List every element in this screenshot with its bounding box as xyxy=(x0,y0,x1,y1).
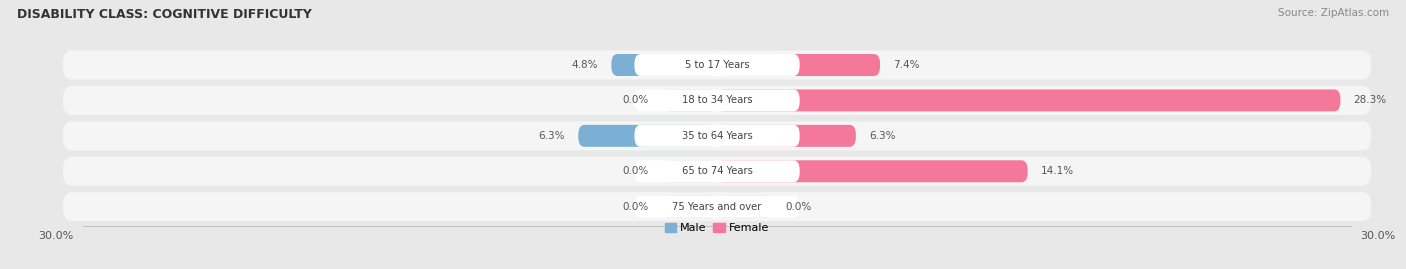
Text: 0.0%: 0.0% xyxy=(623,95,648,105)
FancyBboxPatch shape xyxy=(717,90,1340,111)
Text: 65 to 74 Years: 65 to 74 Years xyxy=(682,166,752,176)
FancyBboxPatch shape xyxy=(634,90,800,111)
Text: 0.0%: 0.0% xyxy=(786,202,811,212)
Text: DISABILITY CLASS: COGNITIVE DIFFICULTY: DISABILITY CLASS: COGNITIVE DIFFICULTY xyxy=(17,8,312,21)
FancyBboxPatch shape xyxy=(63,192,1371,221)
Text: 0.0%: 0.0% xyxy=(623,166,648,176)
Text: 18 to 34 Years: 18 to 34 Years xyxy=(682,95,752,105)
FancyBboxPatch shape xyxy=(63,157,1371,186)
FancyBboxPatch shape xyxy=(63,51,1371,80)
FancyBboxPatch shape xyxy=(662,90,717,111)
Legend: Male, Female: Male, Female xyxy=(661,219,773,238)
Text: 6.3%: 6.3% xyxy=(869,131,896,141)
FancyBboxPatch shape xyxy=(717,125,856,147)
Text: 7.4%: 7.4% xyxy=(893,60,920,70)
FancyBboxPatch shape xyxy=(662,196,717,218)
FancyBboxPatch shape xyxy=(612,54,717,76)
Text: 35 to 64 Years: 35 to 64 Years xyxy=(682,131,752,141)
Text: 4.8%: 4.8% xyxy=(572,60,598,70)
Text: Source: ZipAtlas.com: Source: ZipAtlas.com xyxy=(1278,8,1389,18)
FancyBboxPatch shape xyxy=(634,160,800,182)
FancyBboxPatch shape xyxy=(578,125,717,147)
Text: 28.3%: 28.3% xyxy=(1354,95,1386,105)
FancyBboxPatch shape xyxy=(634,196,800,218)
FancyBboxPatch shape xyxy=(662,160,717,182)
Text: 75 Years and over: 75 Years and over xyxy=(672,202,762,212)
FancyBboxPatch shape xyxy=(63,86,1371,115)
FancyBboxPatch shape xyxy=(717,160,1028,182)
FancyBboxPatch shape xyxy=(717,54,880,76)
FancyBboxPatch shape xyxy=(717,196,772,218)
FancyBboxPatch shape xyxy=(634,54,800,76)
Text: 14.1%: 14.1% xyxy=(1040,166,1074,176)
FancyBboxPatch shape xyxy=(63,121,1371,150)
Text: 0.0%: 0.0% xyxy=(623,202,648,212)
FancyBboxPatch shape xyxy=(634,125,800,147)
Text: 5 to 17 Years: 5 to 17 Years xyxy=(685,60,749,70)
Text: 6.3%: 6.3% xyxy=(538,131,565,141)
